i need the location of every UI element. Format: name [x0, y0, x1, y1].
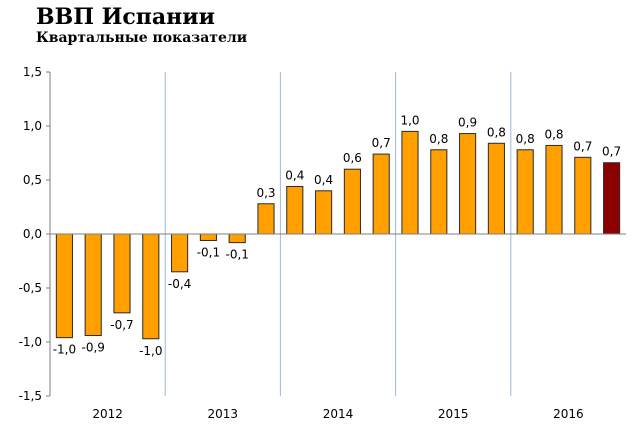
bar-value-label: 0,8	[429, 132, 448, 146]
chart-subtitle: Квартальные показатели	[36, 30, 248, 46]
y-tick-label: -0,5	[19, 281, 42, 295]
bar-value-label: 0,8	[516, 132, 535, 146]
bar	[257, 203, 275, 235]
y-tick-label: 0,5	[23, 173, 42, 187]
y-tick-label: -1,5	[19, 389, 42, 403]
x-group-label: 2012	[92, 407, 123, 421]
x-group-label: 2013	[208, 407, 239, 421]
y-tick-label: 1,5	[23, 65, 42, 79]
chart-title: ВВП Испании	[36, 4, 215, 30]
bar	[228, 233, 246, 244]
bar-value-label: -0,7	[110, 318, 133, 332]
bar	[459, 133, 477, 235]
y-tick-label: -1,0	[19, 335, 42, 349]
bar	[55, 233, 73, 339]
bar	[487, 142, 505, 235]
bar-value-label: 0,4	[285, 168, 304, 182]
bar-value-label: 0,8	[544, 127, 563, 141]
y-tick-label: 1,0	[23, 119, 42, 133]
bar	[142, 233, 160, 340]
bar-value-label: -1,0	[53, 343, 76, 357]
y-tick-label: 0,0	[23, 227, 42, 241]
bar	[315, 190, 333, 235]
bar	[113, 233, 131, 314]
bar	[286, 185, 304, 235]
x-group-label: 2016	[553, 407, 584, 421]
bar-value-label: 0,7	[573, 139, 592, 153]
bar-value-label: -0,1	[197, 245, 220, 259]
bar-value-label: 0,9	[458, 116, 477, 130]
bar-value-label: 0,3	[256, 186, 275, 200]
bar-value-label: -1,0	[139, 344, 162, 358]
bar-value-label: -0,1	[225, 248, 248, 262]
bar	[401, 130, 419, 235]
bar	[199, 233, 217, 241]
bar	[545, 144, 563, 235]
bar	[372, 153, 390, 235]
bar	[430, 149, 448, 235]
x-group-label: 2015	[438, 407, 469, 421]
bar-value-label: 1,0	[400, 113, 419, 127]
bar-value-label: 0,7	[372, 136, 391, 150]
bar-value-label: -0,9	[81, 341, 104, 355]
bar-value-label: 0,4	[314, 173, 333, 187]
x-group-label: 2014	[323, 407, 354, 421]
bar	[343, 168, 361, 235]
bar-value-label: 0,7	[602, 145, 621, 159]
bar-value-label: 0,8	[487, 125, 506, 139]
bar	[603, 162, 621, 235]
bar	[84, 233, 102, 337]
bar	[516, 149, 534, 235]
bar-value-label: -0,4	[168, 277, 191, 291]
bar	[574, 156, 592, 235]
bar-value-label: 0,6	[343, 151, 362, 165]
bar	[171, 233, 189, 273]
